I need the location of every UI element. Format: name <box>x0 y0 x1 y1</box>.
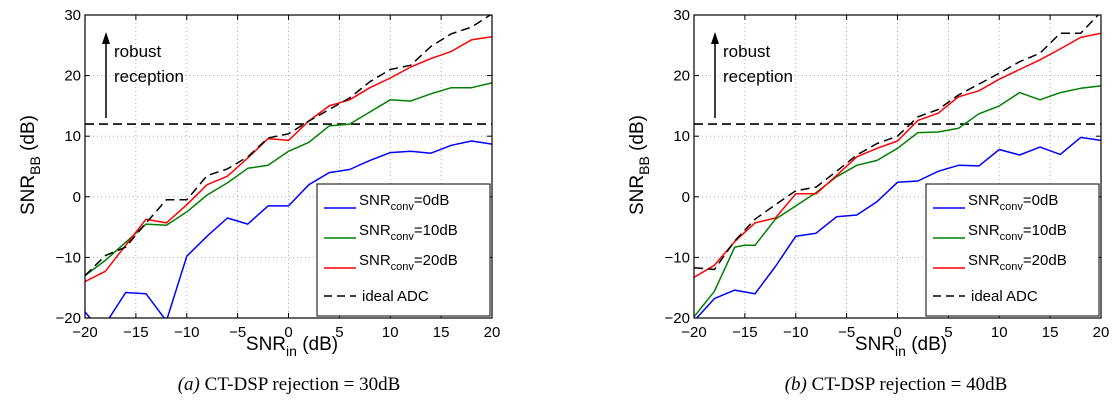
arrow-head-icon <box>711 32 719 44</box>
series-lines <box>85 15 492 318</box>
legend-label: ideal ADC <box>362 288 429 305</box>
x-tick-label: 10 <box>991 324 1008 341</box>
y-axis-label: SNRBB (dB) <box>18 115 43 215</box>
y-tick-label: 20 <box>673 68 690 85</box>
series-line-snrconv-20db <box>85 36 492 283</box>
x-tick-label: −15 <box>732 324 757 341</box>
series-line-snrconv-10db <box>85 82 492 277</box>
legend-label: SNRconv=10dB <box>359 222 458 243</box>
y-tick-label: 0 <box>682 189 690 206</box>
figure-caption: (a) CT-DSP rejection = 30dB <box>178 374 401 395</box>
y-tick-label: −10 <box>665 249 690 266</box>
robust-reception-annotation: robust reception <box>102 32 184 118</box>
x-tick-label: −20 <box>681 324 706 341</box>
x-tick-label: 20 <box>484 324 501 341</box>
figure-caption: (b) CT-DSP rejection = 40dB <box>785 374 1008 395</box>
series-line-snrconv-0db <box>695 136 1101 318</box>
y-tick-label: 10 <box>64 128 81 145</box>
x-tick-label: −10 <box>174 324 199 341</box>
x-tick-label: 15 <box>1042 324 1059 341</box>
series-line-snrconv-0db <box>85 140 492 318</box>
axes-frame <box>693 14 1102 319</box>
series-line-ideal-adc <box>694 15 1100 271</box>
series-line-snrconv-10db <box>694 85 1101 318</box>
y-axis-label: SNRBB (dB) <box>627 115 652 215</box>
legend-item-snr-conv-10db: SNRconv=10dB <box>933 222 1067 243</box>
legend-label: SNRconv=0dB <box>359 192 449 213</box>
arrow-head-icon <box>102 32 110 44</box>
legend-label: SNRconv=10dB <box>968 222 1067 243</box>
x-tick-label: −10 <box>783 324 808 341</box>
y-tick-label: 30 <box>64 7 81 24</box>
legend-label: ideal ADC <box>971 288 1038 305</box>
legend-item-snr-conv-0db: SNRconv=0dB <box>933 192 1058 213</box>
tick-labels: −20 −15 −10 −5 0 5 10 15 20 −20 −10 0 10 20 30 <box>665 7 1110 341</box>
legend: SNRconv=0dB SNRconv=10dB SNRconv=20dB id… <box>316 183 491 317</box>
series-line-snrconv-20db <box>694 32 1101 279</box>
legend-label: SNRconv=0dB <box>968 192 1058 213</box>
y-tick-label: −10 <box>56 249 81 266</box>
legend-item-ideal-adc: ideal ADC <box>933 288 1038 305</box>
x-tick-label: 0 <box>893 324 901 341</box>
chart-panel-b: −20 −15 −10 −5 0 5 10 15 20 −20 −10 0 10 20 30 robust … <box>627 7 1109 395</box>
y-tick-label: −20 <box>56 310 81 327</box>
x-tick-label: 20 <box>1093 324 1110 341</box>
x-tick-label: 10 <box>382 324 399 341</box>
tick-labels: −20 −15 −10 −5 0 5 10 15 20 −20 −10 0 10 20 30 <box>56 7 501 341</box>
legend-item-snr-conv-10db: SNRconv=10dB <box>324 222 458 243</box>
x-axis-label: SNRin (dB) <box>855 334 947 359</box>
chart-panel-a: −20 −15 −10 −5 0 5 10 15 20 −20 −10 0 10 20 30 robust … <box>18 7 500 395</box>
x-tick-label: 0 <box>284 324 292 341</box>
annotation-line1: robust <box>114 42 162 61</box>
x-tick-label: −5 <box>229 324 246 341</box>
legend-item-snr-conv-0db: SNRconv=0dB <box>324 192 449 213</box>
annotation-line2: reception <box>114 67 184 86</box>
x-tick-label: 5 <box>335 324 343 341</box>
y-tick-label: 0 <box>73 189 81 206</box>
legend-item-snr-conv-20db: SNRconv=20dB <box>933 252 1067 273</box>
robust-reception-annotation: robust reception <box>711 32 793 118</box>
series-line-ideal-adc <box>85 15 492 277</box>
legend: SNRconv=0dB SNRconv=10dB SNRconv=20dB id… <box>925 183 1100 317</box>
legend-box <box>925 183 1100 317</box>
annotation-line1: robust <box>723 42 771 61</box>
x-tick-label: −15 <box>123 324 148 341</box>
y-tick-label: 30 <box>673 7 690 24</box>
series-lines <box>694 15 1101 318</box>
x-tick-label: 15 <box>433 324 450 341</box>
y-tick-label: 20 <box>64 68 81 85</box>
legend-item-ideal-adc: ideal ADC <box>324 288 429 305</box>
x-tick-label: −20 <box>72 324 97 341</box>
y-tick-label: 10 <box>673 128 690 145</box>
annotation-line2: reception <box>723 67 793 86</box>
x-axis-label: SNRin (dB) <box>246 334 338 359</box>
legend-box <box>316 183 491 317</box>
x-tick-label: −5 <box>838 324 855 341</box>
y-tick-label: −20 <box>665 310 690 327</box>
legend-item-snr-conv-20db: SNRconv=20dB <box>324 252 458 273</box>
axes-frame <box>84 14 493 319</box>
x-tick-label: 5 <box>944 324 952 341</box>
legend-label: SNRconv=20dB <box>359 252 458 273</box>
legend-label: SNRconv=20dB <box>968 252 1067 273</box>
